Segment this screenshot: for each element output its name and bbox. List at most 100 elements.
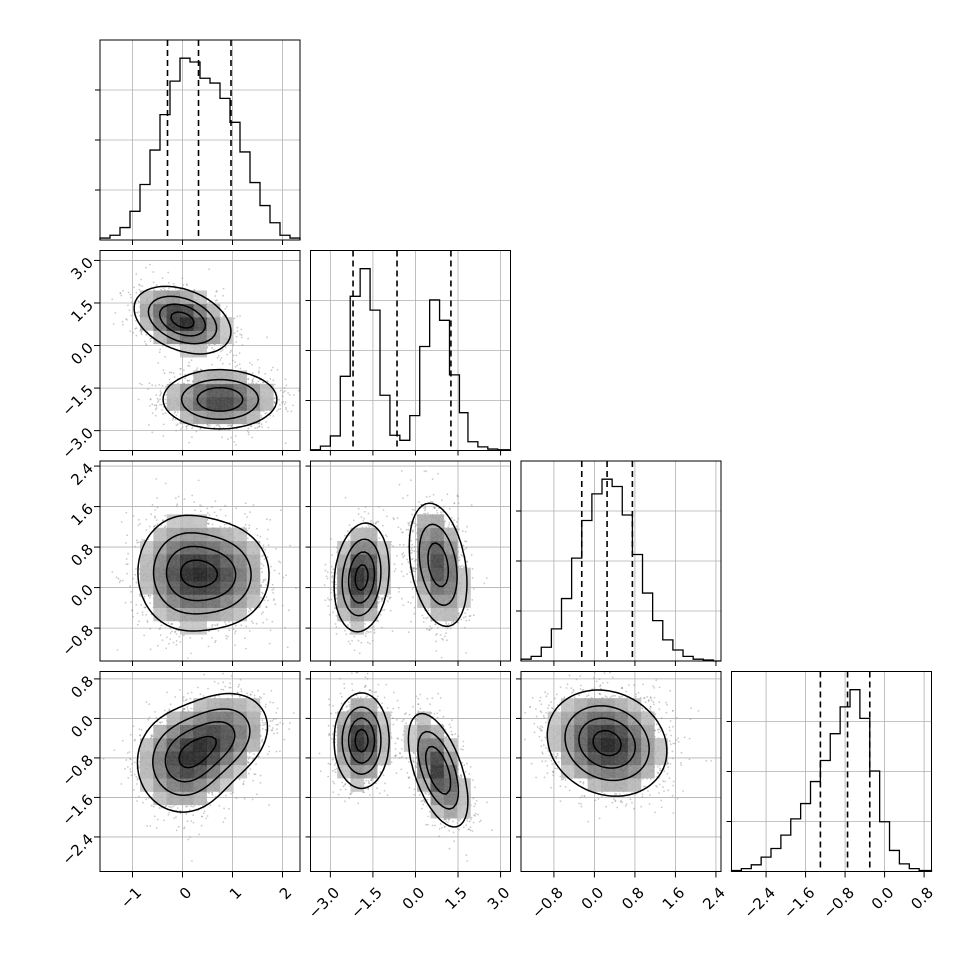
scatter-point xyxy=(270,369,273,372)
scatter-point xyxy=(161,277,164,279)
scatter-point xyxy=(266,336,268,339)
scatter-point xyxy=(148,382,151,385)
scatter-point xyxy=(273,383,276,386)
scatter-point xyxy=(260,612,263,615)
scatter-point xyxy=(221,436,223,439)
scatter-point xyxy=(170,371,173,374)
scatter-point xyxy=(282,400,285,403)
hist-panel-1 xyxy=(305,250,512,451)
scatter-point xyxy=(228,429,231,431)
scatter-point xyxy=(260,423,263,426)
scatter-point xyxy=(295,587,297,590)
scatter-point xyxy=(141,285,144,287)
scatter-point xyxy=(267,426,270,429)
scatter-point xyxy=(153,525,156,528)
scatter-point xyxy=(181,277,184,279)
scatter-point xyxy=(218,425,221,427)
scatter-point xyxy=(249,361,251,364)
scatter-point xyxy=(140,278,143,281)
density-cell xyxy=(166,383,181,398)
scatter-point xyxy=(118,581,121,584)
scatter-point xyxy=(186,379,189,382)
scatter-point xyxy=(150,513,153,516)
scatter-point xyxy=(281,395,284,398)
scatter-point xyxy=(211,523,214,526)
scatter-point xyxy=(176,503,179,506)
scatter-point xyxy=(185,425,188,428)
scatter-point xyxy=(258,425,261,427)
scatter-point xyxy=(207,645,210,648)
scatter-point xyxy=(151,504,154,506)
scatter-point xyxy=(250,425,253,428)
scatter-point xyxy=(284,442,287,445)
density-cell xyxy=(166,317,181,331)
scatter-point xyxy=(235,354,238,357)
scatter-point xyxy=(217,355,220,357)
scatter-point xyxy=(244,637,246,640)
scatter-point xyxy=(137,398,140,401)
scatter-point xyxy=(262,381,265,384)
scatter-point xyxy=(161,519,164,522)
scatter-point xyxy=(136,311,139,314)
scatter-point xyxy=(239,315,242,317)
scatter-point xyxy=(126,318,128,321)
scatter-point xyxy=(165,647,168,650)
scatter-point xyxy=(180,288,182,291)
scatter-point xyxy=(234,435,237,437)
scatter-point xyxy=(261,381,264,384)
scatter-point xyxy=(195,369,198,371)
scatter-point xyxy=(147,595,150,597)
scatter-point xyxy=(133,286,136,289)
density-cell xyxy=(180,330,194,345)
scatter-point xyxy=(246,429,249,432)
scatter-point xyxy=(160,524,163,527)
scatter-point xyxy=(247,337,250,340)
scatter-point xyxy=(272,588,275,590)
scatter-point xyxy=(193,501,195,503)
scatter-point xyxy=(274,397,276,400)
scatter-point xyxy=(224,504,227,507)
scatter-point xyxy=(135,568,137,570)
scatter-point xyxy=(174,410,177,413)
scatter-point xyxy=(162,369,165,371)
scatter-point xyxy=(260,584,263,586)
scatter-point xyxy=(157,644,159,647)
joint-panel-1-0 xyxy=(99,250,301,451)
scatter-point xyxy=(266,380,269,383)
scatter-point xyxy=(265,618,268,621)
joint-content xyxy=(111,478,297,661)
scatter-point xyxy=(218,429,221,432)
scatter-point xyxy=(233,441,236,443)
scatter-point xyxy=(222,287,225,290)
scatter-point xyxy=(211,637,214,639)
scatter-point xyxy=(115,576,118,579)
scatter-point xyxy=(141,614,144,616)
scatter-point xyxy=(262,547,265,549)
scatter-point xyxy=(262,579,265,581)
scatter-point xyxy=(176,411,179,414)
scatter-point xyxy=(186,283,188,286)
scatter-point xyxy=(152,271,155,273)
scatter-point xyxy=(261,426,264,428)
scatter-point xyxy=(119,292,122,295)
scatter-point xyxy=(251,381,254,384)
scatter-point xyxy=(264,578,267,581)
scatter-point xyxy=(160,392,163,394)
density-cell xyxy=(206,410,221,425)
scatter-point xyxy=(258,367,261,369)
scatter-point xyxy=(216,299,218,302)
scatter-point xyxy=(261,592,264,595)
scatter-point xyxy=(145,266,148,269)
scatter-point xyxy=(270,565,272,568)
scatter-point xyxy=(122,323,124,326)
scatter-point xyxy=(207,425,210,427)
scatter-point xyxy=(172,372,175,374)
scatter-point xyxy=(172,282,175,285)
scatter-point xyxy=(126,563,129,565)
scatter-point xyxy=(159,393,162,396)
scatter-point xyxy=(235,335,238,338)
scatter-point xyxy=(179,428,182,431)
scatter-point xyxy=(240,624,243,627)
scatter-point xyxy=(149,648,152,651)
scatter-point xyxy=(206,519,209,522)
